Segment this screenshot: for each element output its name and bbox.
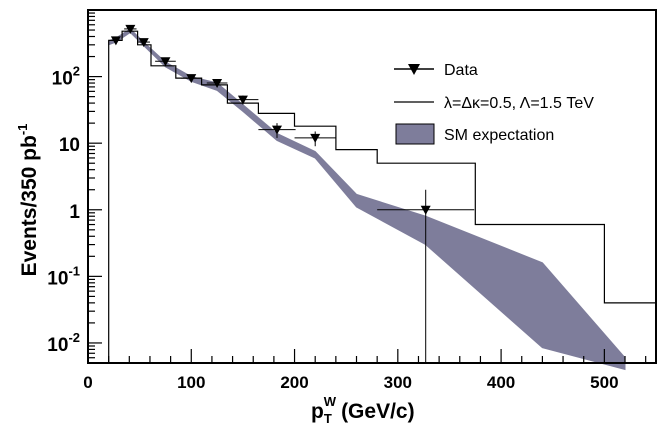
data-point-8 <box>294 131 336 147</box>
legend-sm-swatch <box>395 123 435 145</box>
y-tick-label-2: 1 <box>69 202 80 223</box>
y-tick-label-base-0: 10 <box>47 335 68 356</box>
legend-item-data: Data <box>394 62 478 79</box>
data-point-marker-3 <box>160 57 171 67</box>
y-tick-label-base-4: 10 <box>52 69 73 90</box>
data-point-3 <box>155 57 176 67</box>
y-tick-label-exp-0: -2 <box>68 330 80 345</box>
y-tick-label-exp-4: 2 <box>73 64 80 79</box>
data-point-5 <box>206 79 228 89</box>
data-point-marker-5 <box>212 79 223 89</box>
data-point-marker-7 <box>271 125 282 135</box>
y-axis-title: Events/350 pb-1 <box>15 124 41 277</box>
x-tick-label-2: 200 <box>280 373 308 392</box>
y-tick-label-base-3: 10 <box>59 135 80 156</box>
data-point-9 <box>377 189 475 363</box>
data-point-marker-8 <box>310 133 321 143</box>
y-tick-label-base-1: 10 <box>47 268 68 289</box>
legend-label-data: Data <box>444 62 478 79</box>
data-point-marker-4 <box>186 74 197 84</box>
data-point-6 <box>227 95 259 105</box>
legend-item-sm: SM expectation <box>395 123 554 145</box>
signal-step-histogram <box>108 30 656 363</box>
data-point-marker-0 <box>110 36 121 46</box>
legend-item-signal: λ=Δκ=0.5, Λ=1.5 TeV <box>394 95 594 112</box>
data-point-marker-2 <box>138 38 149 48</box>
data-point-2 <box>137 38 150 48</box>
data-point-0 <box>109 36 123 46</box>
y-tick-label-4: 102 <box>52 64 80 90</box>
x-axis-title-sup: W <box>324 394 337 409</box>
y-axis-title-main: Events/350 pb <box>18 135 41 276</box>
y-tick-label-exp-1: -1 <box>68 263 80 278</box>
data-point-1 <box>124 24 137 34</box>
x-axis-title: pTW (GeV/c) <box>311 394 415 426</box>
legend-label-signal: λ=Δκ=0.5, Λ=1.5 TeV <box>444 95 594 112</box>
legend-label-sm: SM expectation <box>444 127 554 144</box>
x-tick-label-0: 0 <box>83 373 92 392</box>
plot-layer <box>108 24 656 371</box>
data-point-7 <box>258 123 296 138</box>
plot-frame <box>87 9 657 364</box>
x-tick-label-1: 100 <box>177 373 205 392</box>
x-axis-title-main: p <box>311 400 324 423</box>
x-axis: 0 100 200 300 400 500 <box>83 349 647 392</box>
y-axis-title-sup: -1 <box>15 124 30 136</box>
x-tick-label-4: 400 <box>487 373 515 392</box>
data-point-marker-6 <box>237 95 248 105</box>
legend: Data λ=Δκ=0.5, Λ=1.5 TeV SM expectation <box>394 62 594 145</box>
y-tick-label-3: 10 <box>59 135 80 156</box>
y-tick-label-base-2: 1 <box>69 202 80 223</box>
sm-expectation-band <box>108 28 626 371</box>
legend-data-marker <box>408 64 420 75</box>
x-axis-title-unit: (GeV/c) <box>341 400 415 423</box>
y-tick-label-0: 10-2 <box>47 330 80 356</box>
x-axis-title-sub: T <box>324 411 332 426</box>
x-tick-label-5: 500 <box>590 373 618 392</box>
data-point-4 <box>180 74 202 84</box>
data-point-marker-1 <box>125 24 136 34</box>
y-tick-label-1: 10-1 <box>47 263 80 289</box>
x-tick-label-3: 300 <box>384 373 412 392</box>
data-point-marker-9 <box>420 205 431 215</box>
